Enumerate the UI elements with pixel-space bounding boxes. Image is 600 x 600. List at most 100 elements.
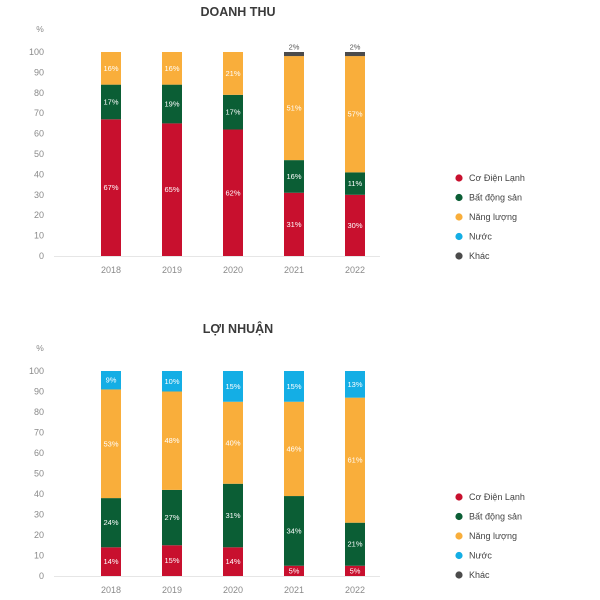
y-tick-label: 50 <box>34 149 44 159</box>
bar-segment <box>345 397 365 523</box>
legend-swatch <box>455 174 463 182</box>
y-tick-label: 50 <box>34 469 44 479</box>
bar-segment <box>223 94 243 130</box>
x-tick-label: 2020 <box>223 585 243 595</box>
legend-swatch <box>455 213 463 221</box>
data-label: 17% <box>225 108 240 117</box>
bar-segment <box>101 119 121 256</box>
legend-swatch <box>455 232 463 241</box>
bar-segment <box>223 129 243 256</box>
y-tick-label: 70 <box>34 108 44 118</box>
y-axis-unit-label: % <box>36 24 44 34</box>
legend-label: Nước <box>469 551 492 561</box>
bar-segment <box>101 498 121 548</box>
legend-label: Nước <box>469 232 492 242</box>
bar-segment <box>345 194 365 256</box>
data-label: 2% <box>289 43 300 52</box>
data-label: 57% <box>347 110 362 119</box>
bar-segment <box>223 547 243 576</box>
data-label: 21% <box>347 540 362 549</box>
data-label: 15% <box>225 382 240 391</box>
y-tick-label: 40 <box>34 169 44 179</box>
data-label: 53% <box>103 439 118 448</box>
bar-segment <box>345 371 365 398</box>
bar-segment <box>162 391 182 490</box>
data-label: 31% <box>225 511 240 520</box>
legend-swatch <box>455 193 463 202</box>
bar-segment <box>284 52 304 57</box>
legend-label: Khác <box>469 570 490 580</box>
bar-segment <box>284 565 304 576</box>
x-tick-label: 2022 <box>345 585 365 595</box>
y-tick-label: 100 <box>29 366 44 376</box>
y-tick-label: 70 <box>34 428 44 438</box>
x-tick-label: 2020 <box>223 265 243 275</box>
bar-segment <box>345 172 365 195</box>
bar-segment <box>101 84 121 120</box>
data-label: 48% <box>164 436 179 445</box>
bar-segment <box>101 371 121 390</box>
bar-segment <box>223 371 243 402</box>
y-tick-label: 0 <box>39 571 44 581</box>
y-axis-unit-label: % <box>36 343 44 353</box>
y-tick-label: 30 <box>34 510 44 520</box>
legend-label: Khác <box>469 251 490 261</box>
bar-segment <box>162 371 182 392</box>
y-tick-label: 60 <box>34 448 44 458</box>
y-tick-label: 90 <box>34 387 44 397</box>
data-label: 40% <box>225 438 240 447</box>
data-label: 13% <box>347 380 362 389</box>
bar-segment <box>223 401 243 484</box>
bar-segment <box>101 389 121 499</box>
legend-swatch <box>455 493 463 501</box>
data-label: 5% <box>289 566 300 575</box>
data-label: 16% <box>286 172 301 181</box>
data-label: 34% <box>286 526 301 535</box>
data-label: 24% <box>103 518 118 527</box>
data-label: 46% <box>286 444 301 453</box>
data-label: 51% <box>286 104 301 113</box>
x-tick-label: 2018 <box>101 265 121 275</box>
data-label: 67% <box>103 183 118 192</box>
data-label: 15% <box>164 556 179 565</box>
bar-segment <box>284 496 304 566</box>
bar-segment <box>162 52 182 85</box>
legend-label: Cơ Điện Lạnh <box>469 492 525 502</box>
x-tick-label: 2021 <box>284 585 304 595</box>
y-tick-label: 20 <box>34 210 44 220</box>
data-label: 17% <box>103 97 118 106</box>
data-label: 5% <box>350 566 361 575</box>
bar-segment <box>345 522 365 566</box>
y-tick-label: 90 <box>34 67 44 77</box>
bar-segment <box>223 483 243 548</box>
chart-title: LỢI NHUẬN <box>203 321 273 336</box>
data-label: 16% <box>164 64 179 73</box>
bar-segment <box>284 56 304 161</box>
bar-segment <box>162 489 182 546</box>
data-label: 31% <box>286 220 301 229</box>
data-label: 19% <box>164 100 179 109</box>
x-tick-label: 2018 <box>101 585 121 595</box>
x-tick-label: 2019 <box>162 585 182 595</box>
bar-segment <box>162 84 182 124</box>
legend-label: Năng lượng <box>469 212 517 222</box>
legend-label: Năng lượng <box>469 531 517 541</box>
y-tick-label: 30 <box>34 190 44 200</box>
legend-swatch <box>455 571 463 579</box>
legend-swatch <box>455 512 463 521</box>
data-label: 14% <box>103 557 118 566</box>
y-tick-label: 80 <box>34 88 44 98</box>
y-tick-label: 80 <box>34 407 44 417</box>
chart-title: DOANH THU <box>201 5 276 19</box>
y-tick-label: 40 <box>34 489 44 499</box>
legend-label: Bất động sản <box>469 193 522 203</box>
data-label: 21% <box>225 69 240 78</box>
data-label: 9% <box>106 376 117 385</box>
legend-label: Bất động sản <box>469 512 522 522</box>
bar-segment <box>345 565 365 576</box>
x-tick-label: 2021 <box>284 265 304 275</box>
legend-swatch <box>455 252 463 260</box>
y-tick-label: 100 <box>29 47 44 57</box>
y-tick-label: 60 <box>34 129 44 139</box>
